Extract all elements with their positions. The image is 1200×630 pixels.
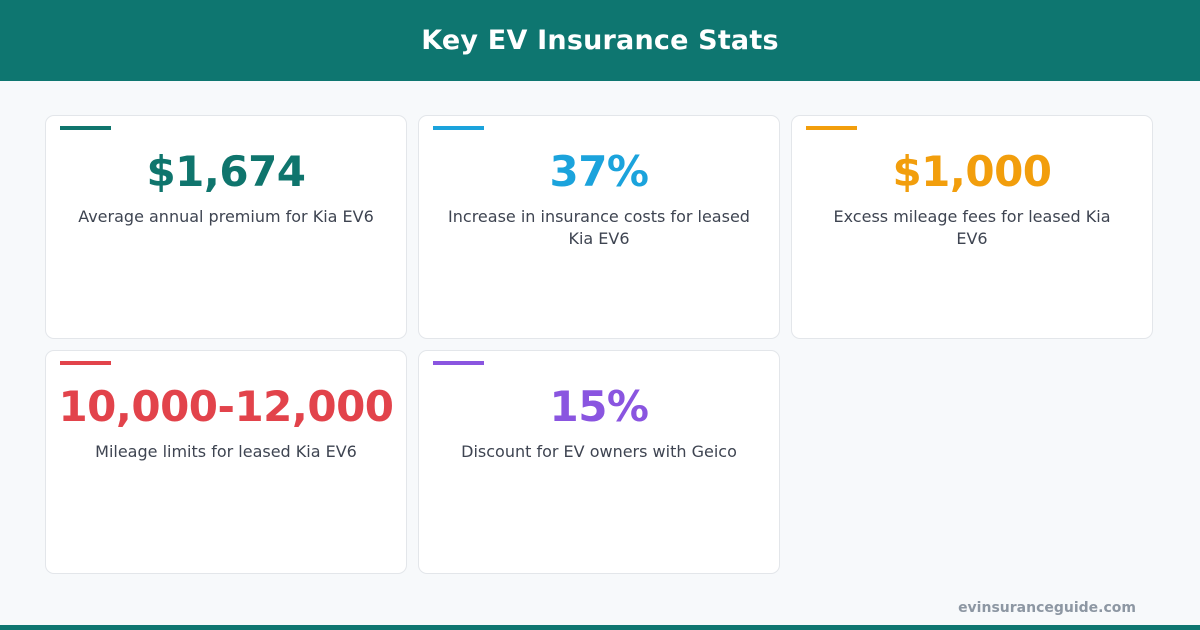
stat-label: Mileage limits for leased Kia EV6 bbox=[95, 442, 357, 461]
source-url: evinsuranceguide.com bbox=[958, 600, 1136, 616]
stat-card-mileage-limits: 10,000-12,000 Mileage limits for leased … bbox=[45, 350, 407, 574]
card-accent-bar bbox=[433, 361, 484, 365]
card-accent-bar bbox=[60, 126, 111, 130]
card-accent-bar bbox=[806, 126, 857, 130]
page-title: Key EV Insurance Stats bbox=[421, 25, 779, 56]
stat-label: Excess mileage fees for leased Kia EV6 bbox=[833, 207, 1111, 248]
stat-label: Increase in insurance costs for leased K… bbox=[448, 207, 750, 248]
stat-label: Average annual premium for Kia EV6 bbox=[78, 207, 374, 226]
stat-card-excess-mileage-fees: $1,000 Excess mileage fees for leased Ki… bbox=[791, 115, 1153, 339]
card-accent-bar bbox=[433, 126, 484, 130]
stat-value: $1,000 bbox=[892, 147, 1052, 196]
card-accent-bar bbox=[60, 361, 111, 365]
page-header: Key EV Insurance Stats bbox=[0, 0, 1200, 81]
stat-value: 10,000-12,000 bbox=[58, 382, 394, 431]
stat-value: 37% bbox=[549, 147, 649, 196]
stat-label: Discount for EV owners with Geico bbox=[461, 442, 737, 461]
stat-value: 15% bbox=[549, 382, 649, 431]
stat-card-average-premium: $1,674 Average annual premium for Kia EV… bbox=[45, 115, 407, 339]
stat-card-lease-cost-increase: 37% Increase in insurance costs for leas… bbox=[418, 115, 780, 339]
stat-card-geico-discount: 15% Discount for EV owners with Geico bbox=[418, 350, 780, 574]
bottom-bar bbox=[0, 625, 1200, 630]
stat-value: $1,674 bbox=[146, 147, 306, 196]
